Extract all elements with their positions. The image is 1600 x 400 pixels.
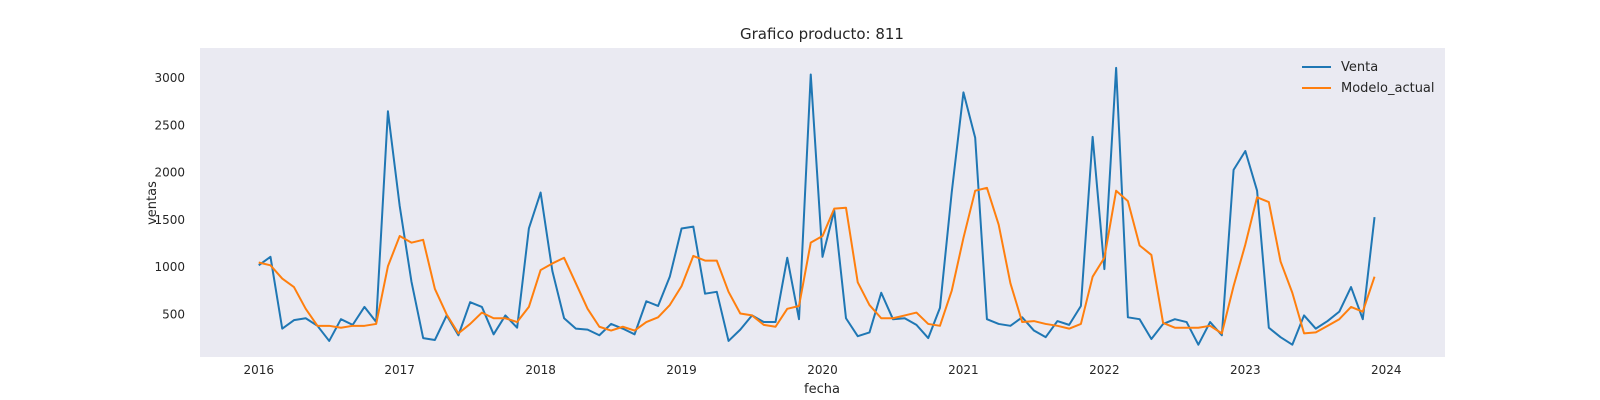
y-tick-label: 1000 bbox=[154, 260, 185, 274]
plot-background bbox=[200, 48, 1445, 357]
chart-title: Grafico producto: 811 bbox=[740, 25, 904, 43]
legend-label-modelo-actual: Modelo_actual bbox=[1341, 81, 1435, 96]
y-tick-label: 2500 bbox=[154, 118, 185, 132]
legend: Venta Modelo_actual bbox=[1302, 60, 1435, 96]
y-tick-label: 3000 bbox=[154, 71, 185, 85]
x-tick-label: 2019 bbox=[666, 363, 697, 377]
x-tick-label: 2023 bbox=[1230, 363, 1261, 377]
series-line-venta bbox=[258, 66, 1376, 346]
x-tick-label: 2018 bbox=[525, 363, 556, 377]
x-tick-label: 2024 bbox=[1371, 363, 1402, 377]
y-tick-labels: 500 1000 1500 2000 2500 3000 bbox=[154, 71, 185, 321]
y-tick-label: 1500 bbox=[154, 213, 185, 227]
x-tick-label: 2017 bbox=[384, 363, 415, 377]
x-axis-label: fecha bbox=[804, 382, 840, 397]
x-tick-label: 2020 bbox=[807, 363, 838, 377]
x-tick-labels: 2016 2017 2018 2019 2020 2021 2022 2023 2024 bbox=[243, 363, 1401, 377]
y-axis-label: ventas bbox=[145, 181, 160, 225]
series-line-modelo-actual bbox=[258, 186, 1376, 335]
legend-label-venta: Venta bbox=[1341, 60, 1378, 75]
series-layer bbox=[258, 66, 1376, 346]
y-tick-label: 500 bbox=[162, 307, 185, 321]
x-tick-label: 2021 bbox=[948, 363, 979, 377]
x-tick-label: 2016 bbox=[243, 363, 274, 377]
y-tick-label: 2000 bbox=[154, 166, 185, 180]
x-tick-label: 2022 bbox=[1089, 363, 1120, 377]
